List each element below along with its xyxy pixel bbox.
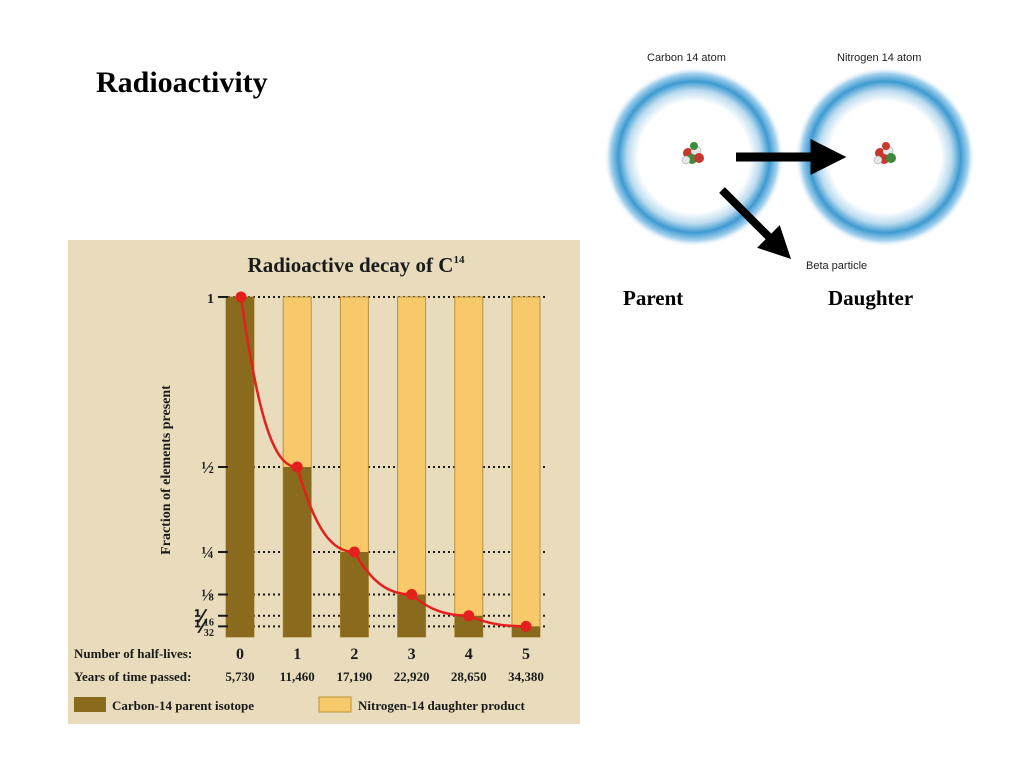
half-life-label: 4 <box>465 646 473 663</box>
half-life-label: 2 <box>350 646 358 663</box>
svg-text:Radioactive decay of C14: Radioactive decay of C14 <box>248 253 465 277</box>
atom-diagram-svg <box>604 67 975 260</box>
curve-point-5 <box>520 620 532 632</box>
y-tick-label: ⅛ <box>201 586 214 605</box>
years-label: 28,650 <box>451 669 487 684</box>
curve-point-4 <box>463 610 475 622</box>
beta-arrow <box>719 187 792 260</box>
bar-carbon-2 <box>340 552 369 637</box>
legend-swatch-nitrogen <box>318 696 352 713</box>
atom-diagram: Carbon 14 atom Nitrogen 14 atom Beta par… <box>600 40 1000 330</box>
half-life-label: 1 <box>293 646 301 663</box>
bar-nitrogen-3 <box>397 296 427 638</box>
y-tick-label: ⅟₃₂ <box>194 617 214 636</box>
half-life-label: 0 <box>236 646 244 663</box>
legend: Carbon-14 parent isotope Nitrogen-14 daug… <box>74 696 526 713</box>
nitrogen-atom-caption: Nitrogen 14 atom <box>837 52 922 64</box>
half-lives-row-label: Number of half-lives: <box>74 646 192 661</box>
years-label: 34,380 <box>508 669 544 684</box>
chart-title-text: Radioactive decay of C <box>248 253 454 277</box>
grid-lines <box>228 296 548 628</box>
bar-nitrogen-5 <box>511 296 541 638</box>
years-label: 17,190 <box>337 669 373 684</box>
curve-point-3 <box>406 589 418 600</box>
parent-label: Parent <box>623 286 684 310</box>
beta-particle-caption: Beta particle <box>806 260 868 272</box>
curve-point-0 <box>235 291 247 303</box>
years-label: 22,920 <box>394 669 430 684</box>
x-rows: Number of half-lives: Years of time passe… <box>74 646 544 684</box>
bar-nitrogen-4 <box>454 296 484 638</box>
curve-point-1 <box>291 461 303 473</box>
y-ticks: 1 ½ ¼ ⅛ ⅟₁₆⅟₃₂ <box>194 292 228 636</box>
half-life-label: 3 <box>408 646 416 663</box>
half-life-label: 5 <box>522 646 530 663</box>
bar-carbon-4 <box>454 615 483 637</box>
y-tick-label: ¼ <box>201 543 214 562</box>
years-row-label: Years of time passed: <box>74 669 191 684</box>
daughter-label: Daughter <box>828 286 914 310</box>
carbon-nucleus-icon <box>681 142 704 165</box>
chart-title-superscript: 14 <box>453 254 465 266</box>
y-tick-label: ⅟₁₆ <box>194 607 214 626</box>
legend-label-carbon: Carbon-14 parent isotope <box>112 698 254 713</box>
decay-curve <box>235 291 532 632</box>
years-label: 11,460 <box>280 669 315 684</box>
carbon-atom-caption: Carbon 14 atom <box>647 52 726 64</box>
legend-label-nitrogen: Nitrogen-14 daughter product <box>358 698 526 713</box>
slide-title: Radioactivity <box>96 66 268 99</box>
legend-swatch-carbon <box>74 697 106 712</box>
bar-carbon-1 <box>283 467 312 637</box>
y-axis-label: Fraction of elements present <box>159 385 174 555</box>
decay-chart: Radioactive decay of C14 Fraction of ele… <box>68 240 580 724</box>
y-tick-label: ½ <box>201 458 214 477</box>
decay-chart-svg: Radioactive decay of C14 Fraction of ele… <box>74 253 548 713</box>
nitrogen-nucleus-icon <box>873 142 896 165</box>
y-tick-label: 1 <box>207 292 214 307</box>
bars <box>225 296 541 638</box>
curve-point-2 <box>348 546 360 558</box>
chart-title: Radioactive decay of C14 <box>248 253 465 277</box>
years-label: 5,730 <box>225 669 254 684</box>
